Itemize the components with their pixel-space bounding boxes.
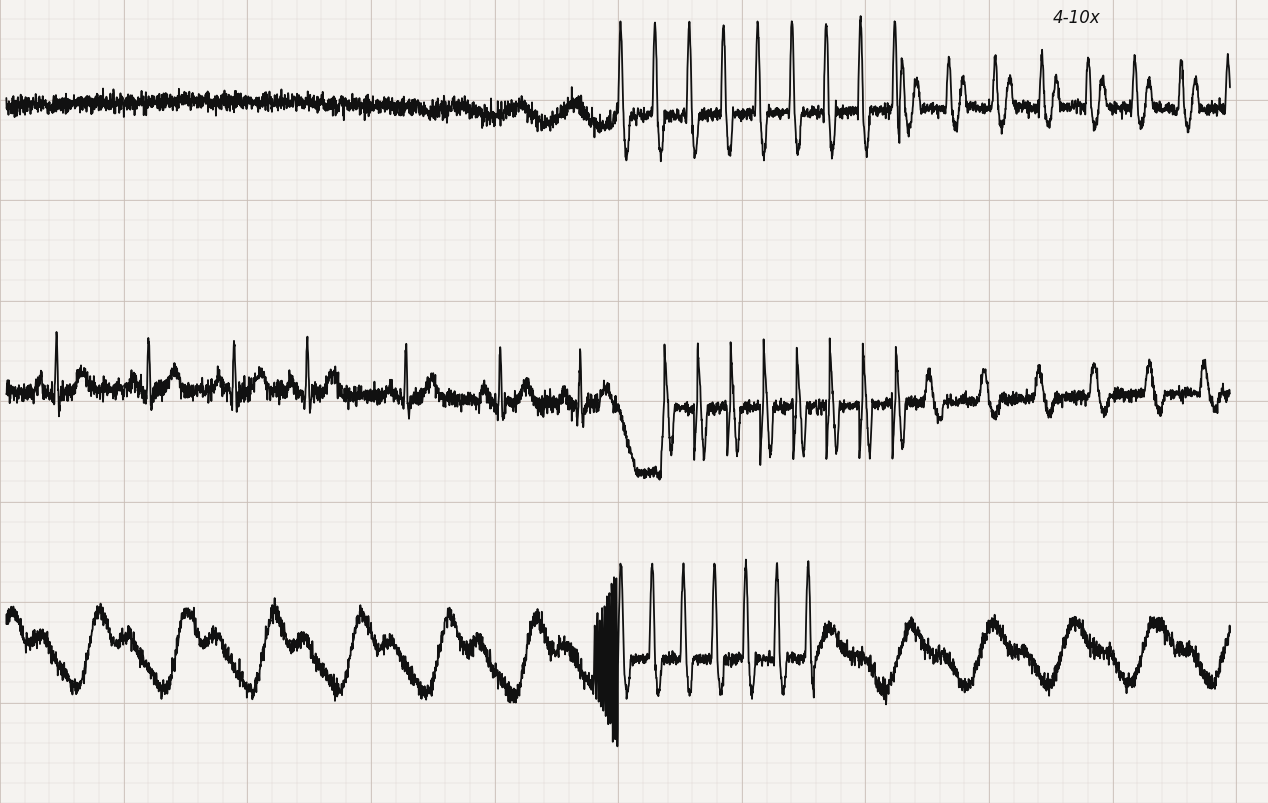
Text: 4-10x: 4-10x [1052, 9, 1101, 26]
